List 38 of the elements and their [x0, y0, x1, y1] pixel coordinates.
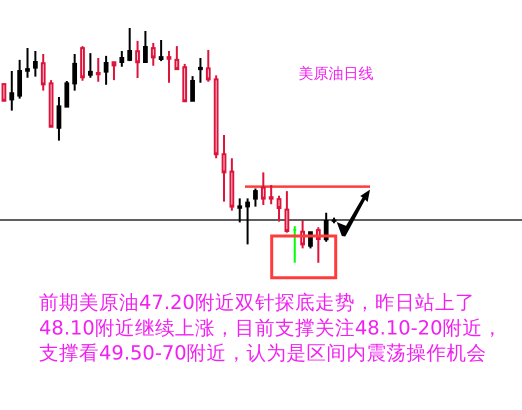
candlestick: [32, 50, 38, 78]
candlestick: [284, 190, 290, 234]
candlestick: [112, 60, 116, 82]
candlestick: [316, 226, 321, 264]
candlestick: [96, 57, 101, 83]
text: 前期美原油47.20附近双针探底走势，昨日站上了48.10附近继续上涨，目前支撑关注48.10-20附近，支撑看49.50-70附近，认为是区间内震荡操作机会: [39, 291, 502, 365]
candlestick: [150, 42, 156, 67]
candlestick: [214, 74, 219, 160]
candlestick: [135, 40, 140, 79]
candlestick: [104, 54, 108, 86]
candlestick: [276, 194, 282, 223]
candlestick: [127, 27, 132, 62]
candlestick: [88, 52, 93, 79]
candlestick: [80, 45, 85, 82]
candlestick: [56, 96, 62, 142]
candlestick: [72, 53, 78, 92]
candlestick: [229, 157, 234, 212]
candlestick: [292, 225, 298, 264]
candlestick: [222, 134, 226, 203]
candlestick: [48, 79, 54, 129]
candlestick: [190, 75, 195, 103]
candlestick: [9, 70, 14, 112]
candlestick: [206, 49, 211, 83]
candlestick: [198, 57, 203, 84]
candlestick: [119, 50, 124, 68]
candlestick: [64, 80, 70, 108]
candlestick: [166, 50, 172, 84]
candlestick: [158, 38, 164, 62]
candlestick: [182, 62, 188, 103]
candlestick: [40, 53, 46, 92]
candlestick: [174, 45, 180, 72]
candlestick: [253, 188, 258, 208]
candlestick: [25, 46, 30, 79]
text: 美原油日线: [298, 64, 374, 82]
candlestick: [17, 58, 22, 100]
candlestick: [268, 184, 274, 206]
candlestick: [260, 171, 266, 206]
candlestick: [143, 30, 148, 64]
